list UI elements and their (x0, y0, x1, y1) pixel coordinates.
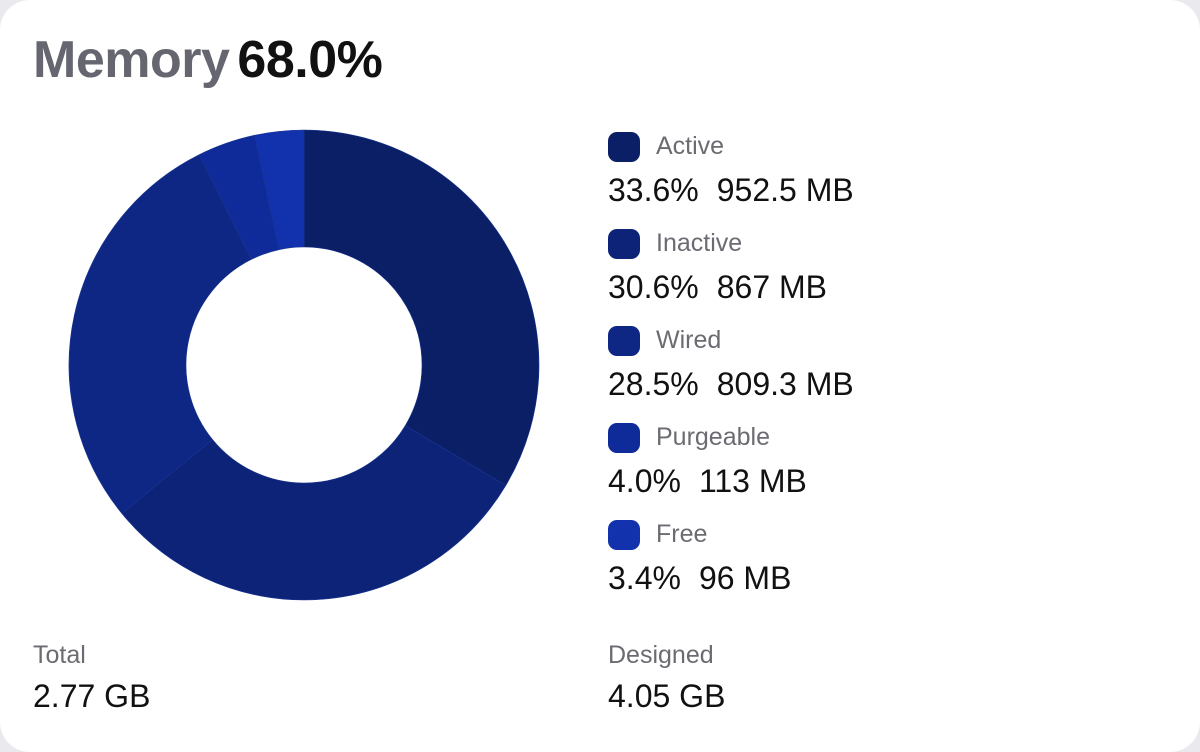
legend-swatch-wired (608, 326, 640, 356)
legend-values-purgeable: 4.0% 113 MB (608, 463, 807, 500)
designed-stat: Designed 4.05 GB (608, 641, 725, 715)
designed-value: 4.05 GB (608, 678, 726, 714)
legend-swatch-inactive (608, 229, 640, 259)
legend-swatch-purgeable (608, 423, 640, 453)
legend-item-active: Active 33.6% 952.5 MB (608, 128, 1168, 225)
total-label: Total (33, 641, 86, 669)
legend-values-active: 33.6% 952.5 MB (608, 172, 854, 209)
legend-values-inactive: 30.6% 867 MB (608, 269, 827, 306)
memory-donut-chart (68, 129, 540, 601)
legend-size-wired: 809.3 MB (716, 366, 854, 402)
legend-item-inactive: Inactive 30.6% 867 MB (608, 225, 1168, 322)
legend-name-purgeable: Purgeable (656, 423, 770, 451)
donut-slice-inactive (121, 425, 507, 601)
legend-name-active: Active (656, 132, 725, 160)
legend-percent-active: 33.6% (608, 172, 699, 208)
donut-slice-wired (68, 154, 252, 514)
memory-title: Memory 68.0% (33, 30, 383, 90)
memory-usage-percent: 68.0% (237, 31, 383, 89)
memory-legend: Active 33.6% 952.5 MB Inactive 30.6% 867 MB Wi… (608, 128, 1168, 613)
legend-values-wired: 28.5% 809.3 MB (608, 366, 854, 403)
legend-name-free: Free (656, 520, 708, 548)
legend-item-free: Free 3.4% 96 MB (608, 516, 1168, 613)
legend-item-purgeable: Purgeable 4.0% 113 MB (608, 419, 1168, 516)
memory-label: Memory (33, 31, 230, 89)
legend-name-wired: Wired (656, 326, 722, 354)
legend-values-free: 3.4% 96 MB (608, 560, 791, 597)
legend-swatch-active (608, 132, 640, 162)
legend-percent-purgeable: 4.0% (608, 463, 681, 499)
legend-size-free: 96 MB (698, 560, 792, 596)
donut-slice-free (254, 129, 305, 251)
legend-size-active: 952.5 MB (716, 172, 854, 208)
total-value: 2.77 GB (33, 678, 151, 714)
designed-label: Designed (608, 641, 714, 669)
total-stat: Total 2.77 GB (33, 641, 150, 715)
donut-slice-active (303, 129, 540, 486)
legend-percent-free: 3.4% (608, 560, 681, 596)
legend-name-inactive: Inactive (656, 229, 743, 257)
legend-percent-wired: 28.5% (608, 366, 699, 402)
legend-item-wired: Wired 28.5% 809.3 MB (608, 322, 1168, 419)
legend-percent-inactive: 30.6% (608, 269, 699, 305)
legend-size-purgeable: 113 MB (698, 463, 807, 499)
legend-size-inactive: 867 MB (716, 269, 828, 305)
legend-swatch-free (608, 520, 640, 550)
